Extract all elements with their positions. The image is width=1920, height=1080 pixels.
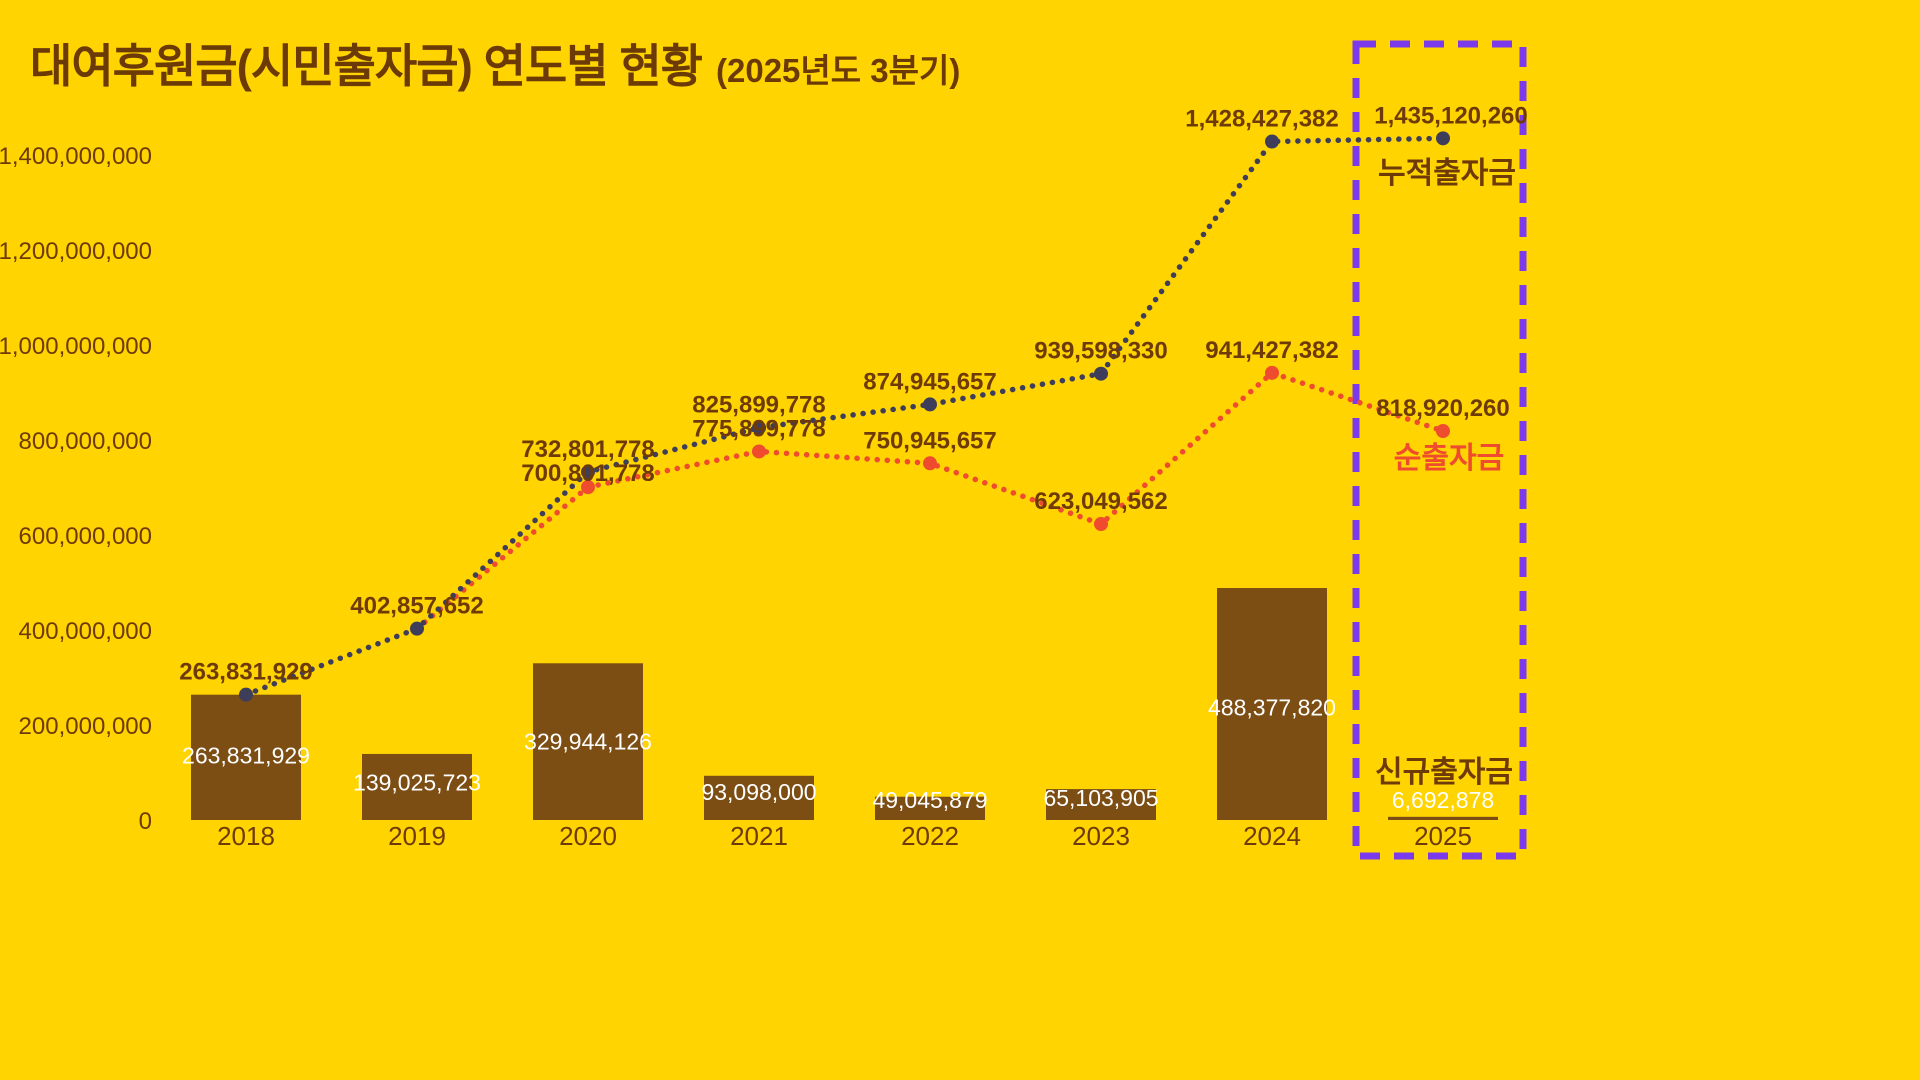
bar-label-2023: 65,103,905 — [1043, 785, 1158, 811]
x-tick-2023: 2023 — [1072, 821, 1130, 851]
bar-2022 — [875, 796, 985, 820]
cumulative-label-2023: 939,598,330 — [1034, 338, 1167, 365]
y-tick-1200000000: 1,200,000,000 — [0, 238, 152, 265]
y-tick-800000000: 800,000,000 — [19, 428, 152, 455]
net-label-2022: 750,945,657 — [863, 427, 996, 454]
bar-2025 — [1388, 816, 1498, 820]
y-tick-1000000000: 1,000,000,000 — [0, 333, 152, 360]
net-point-2020 — [581, 480, 595, 495]
y-tick-1400000000: 1,400,000,000 — [0, 143, 152, 170]
cumulative-label-2025: 1,435,120,260 — [1374, 102, 1527, 129]
cumulative-label-2018: 263,831,929 — [179, 659, 312, 686]
bar-label-2020: 329,944,126 — [524, 728, 652, 754]
cumulative-point-2020 — [581, 464, 595, 479]
legend-new: 신규출자금 — [1375, 756, 1513, 789]
legend-net: 순출자금 — [1394, 442, 1504, 475]
y-tick-200000000: 200,000,000 — [19, 713, 152, 740]
bar-2020 — [533, 663, 643, 820]
net-point-2024 — [1265, 365, 1279, 380]
legend-cumulative: 누적출자금 — [1378, 157, 1516, 190]
net-label-2023: 623,049,562 — [1034, 488, 1167, 515]
cumulative-point-2018 — [239, 687, 253, 702]
bar-label-2018: 263,831,929 — [182, 743, 310, 769]
cumulative-label-2020: 732,801,778 — [521, 436, 654, 463]
cumulative-label-2021: 825,899,778 — [692, 392, 825, 419]
page-title: 대여후원금(시민출자금) 연도별 현황 (2025년도 3분기) — [30, 30, 960, 96]
cumulative-point-2023 — [1094, 366, 1108, 381]
bar-2019 — [362, 753, 472, 820]
x-tick-2019: 2019 — [388, 821, 446, 851]
cumulative-point-2019 — [410, 621, 424, 636]
bar-label-2025: 6,692,878 — [1392, 787, 1494, 813]
bar-label-2022: 49,045,879 — [872, 787, 987, 813]
net-point-2023 — [1094, 517, 1108, 532]
chart-title: 대여후원금(시민출자금) 연도별 현황 — [30, 40, 703, 92]
x-tick-2024: 2024 — [1243, 821, 1301, 851]
cumulative-label-2022: 874,945,657 — [863, 368, 996, 395]
cumulative-point-2021 — [752, 420, 766, 435]
bar-2023 — [1046, 789, 1156, 820]
net-label-2021: 775,899,778 — [692, 416, 825, 443]
cumulative-point-2022 — [923, 397, 937, 412]
net-label-2024: 941,427,382 — [1205, 337, 1338, 364]
y-tick-0: 0 — [139, 808, 152, 835]
cumulative-point-2025 — [1436, 131, 1450, 146]
cumulative-label-2019: 402,857,652 — [350, 593, 483, 620]
cumulative-point-2024 — [1265, 134, 1279, 149]
cumulative-line — [243, 135, 1446, 698]
net-point-2025 — [1436, 424, 1450, 439]
y-tick-600000000: 600,000,000 — [19, 523, 152, 550]
net-point-2021 — [752, 444, 766, 459]
net-label-2020: 700,801,778 — [521, 460, 654, 487]
bar-2024 — [1217, 588, 1327, 820]
x-tick-2018: 2018 — [217, 821, 275, 851]
x-tick-2020: 2020 — [559, 821, 617, 851]
highlight-box-2025 — [1352, 40, 1527, 860]
bar-2018 — [191, 694, 301, 820]
chart-subtitle: (2025년도 3분기) — [716, 52, 961, 89]
bar-label-2019: 139,025,723 — [353, 769, 481, 795]
y-tick-400000000: 400,000,000 — [19, 618, 152, 645]
x-tick-2021: 2021 — [730, 821, 788, 851]
net-label-2025: 818,920,260 — [1376, 395, 1509, 422]
net-point-2022 — [923, 456, 937, 471]
bar-label-2021: 93,098,000 — [701, 779, 816, 805]
x-tick-2022: 2022 — [901, 821, 959, 851]
cumulative-label-2024: 1,428,427,382 — [1185, 105, 1338, 132]
bar-label-2024: 488,377,820 — [1208, 695, 1336, 721]
x-tick-2025: 2025 — [1414, 821, 1472, 851]
bar-2021 — [704, 775, 814, 820]
